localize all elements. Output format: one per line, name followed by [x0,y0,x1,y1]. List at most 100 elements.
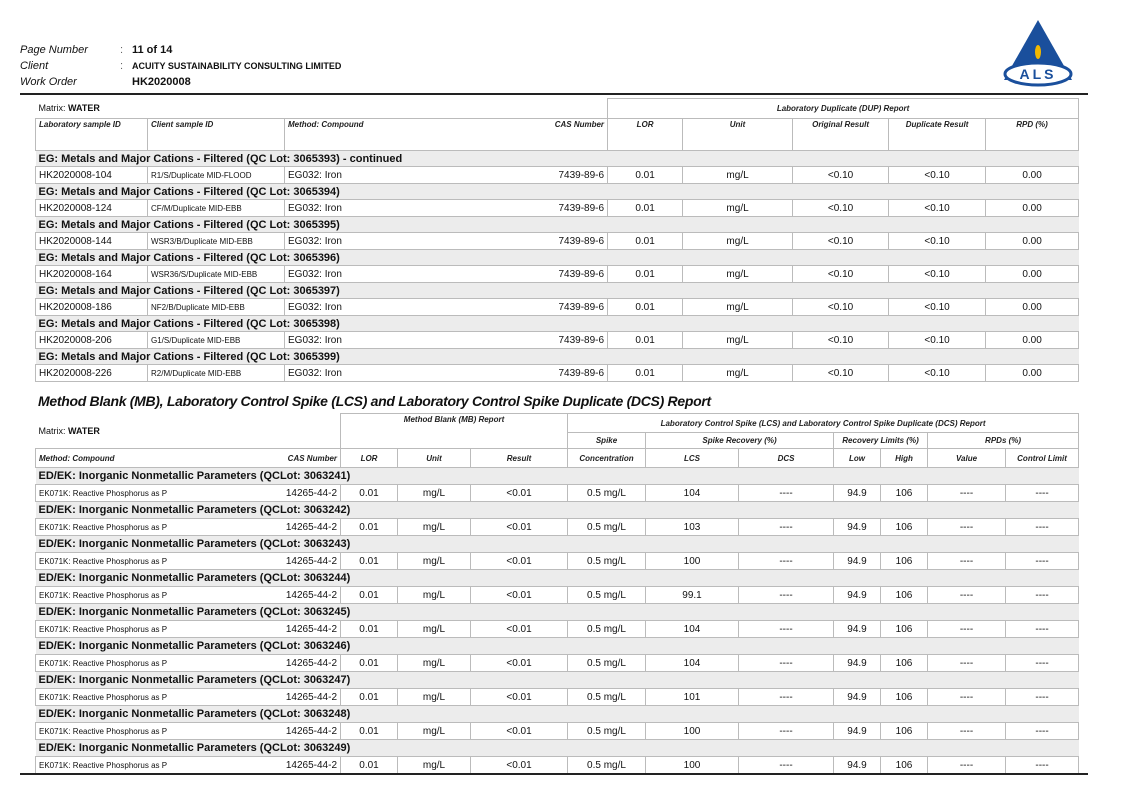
table-cell: 14265-44-2 [266,688,342,706]
column-header: Concentration [567,448,647,468]
table-cell: <0.10 [792,298,890,316]
qc-lot-group-row: ED/EK: Inorganic Nonmetallic Parameters … [35,637,1079,655]
column-header: Original Result [792,118,890,151]
table-cell: EG032: Iron [284,331,421,349]
column-header: RPD (%) [985,118,1080,151]
table-cell: 94.9 [833,620,882,638]
table-row: HK2020008-104 R1/S/Duplicate MID-FLOOD EG0… [35,166,1080,184]
qc-lot-group-row: EG: Metals and Major Cations - Filtered … [35,183,1079,200]
column-header: CAS Number [266,448,342,468]
table-cell: 106 [880,722,929,740]
table-cell: ---- [927,518,1007,536]
table-cell: EK071K: Reactive Phosphorus as P [35,654,267,672]
table-cell: WSR36/S/Duplicate MID-EBB [147,265,285,283]
table-cell: EK071K: Reactive Phosphorus as P [35,552,267,570]
table-cell: mg/L [682,298,794,316]
table-cell: G1/S/Duplicate MID-EBB [147,331,285,349]
rpds-header: RPDs (%) [927,432,1080,449]
qc-lot-group-row: ED/EK: Inorganic Nonmetallic Parameters … [35,603,1079,621]
table-cell: mg/L [397,586,472,604]
table-cell: 0.00 [985,265,1080,283]
qc-lot-title: ED/EK: Inorganic Nonmetallic Parameters … [35,535,1079,553]
table-cell: EK071K: Reactive Phosphorus as P [35,484,267,502]
table-cell: mg/L [397,518,472,536]
table-cell: <0.10 [792,331,890,349]
table-cell: 0.5 mg/L [567,552,647,570]
table-cell: WSR3/B/Duplicate MID-EBB [147,232,285,250]
table-cell: 0.00 [985,331,1080,349]
table-cell: EK071K: Reactive Phosphorus as P [35,688,267,706]
table-cell: 0.00 [985,364,1080,382]
table-cell: 0.01 [340,620,399,638]
table-cell: 0.01 [607,166,684,184]
table-cell: EG032: Iron [284,199,421,217]
table-cell: EG032: Iron [284,364,421,382]
table-cell: mg/L [682,331,794,349]
table-row: EK071K: Reactive Phosphorus as P 14265-44… [35,484,1080,502]
table-row: EK071K: Reactive Phosphorus as P 14265-44… [35,722,1080,740]
table-cell: 0.5 mg/L [567,688,647,706]
table-cell: 0.01 [340,518,399,536]
header-divider [20,93,1088,95]
table-cell: 14265-44-2 [266,484,342,502]
table-cell: <0.10 [792,364,890,382]
table-cell: <0.10 [888,232,987,250]
table-cell: 104 [645,620,740,638]
qc-lot-group-row: EG: Metals and Major Cations - Filtered … [35,315,1079,332]
table-cell: 100 [645,722,740,740]
table-cell: ---- [1005,586,1080,604]
qc-lot-title: EG: Metals and Major Cations - Filtered … [35,282,1079,299]
table-cell: <0.10 [888,265,987,283]
section-title: Method Blank (MB), Laboratory Control Sp… [38,393,711,409]
table-cell: ---- [738,620,835,638]
dup-report-title: Laboratory Duplicate (DUP) Report [607,98,1080,119]
table-cell: ---- [738,688,835,706]
table-row: EK071K: Reactive Phosphorus as P 14265-44… [35,756,1080,774]
table-row: EK071K: Reactive Phosphorus as P 14265-44… [35,654,1080,672]
table-cell: 7439-89-6 [420,265,609,283]
table-cell: 94.9 [833,688,882,706]
table-cell: ---- [1005,756,1080,774]
table-cell: HK2020008-186 [35,298,148,316]
table-cell: 0.01 [340,722,399,740]
table-cell: 14265-44-2 [266,552,342,570]
table-cell: <0.01 [470,552,569,570]
table-cell: EG032: Iron [284,166,421,184]
table-cell: 7439-89-6 [420,364,609,382]
qc-lot-group-row: EG: Metals and Major Cations - Filtered … [35,348,1079,365]
recovery-limits-header: Recovery Limits (%) [833,432,929,449]
table-cell: mg/L [397,620,472,638]
qc-lot-title: ED/EK: Inorganic Nonmetallic Parameters … [35,467,1079,485]
qc-lot-group-row: ED/EK: Inorganic Nonmetallic Parameters … [35,501,1079,519]
qc-lot-group-row: ED/EK: Inorganic Nonmetallic Parameters … [35,671,1079,689]
table-cell: 94.9 [833,484,882,502]
table-cell: NF2/B/Duplicate MID-EBB [147,298,285,316]
table-cell: 104 [645,484,740,502]
table-cell: EG032: Iron [284,298,421,316]
table-cell: 106 [880,518,929,536]
table-cell: 0.00 [985,199,1080,217]
work-order: HK2020008 [132,76,191,88]
column-header: Low [833,448,882,468]
matrix-label-2: Matrix: [38,425,66,436]
table-cell: EG032: Iron [284,265,421,283]
table-cell: ---- [927,552,1007,570]
table-cell: 0.01 [340,688,399,706]
table-cell: mg/L [397,688,472,706]
qc-lot-group-row: EG: Metals and Major Cations - Filtered … [35,216,1079,233]
table-cell: 7439-89-6 [420,298,609,316]
table-cell: <0.10 [888,166,987,184]
column-header: DCS [738,448,835,468]
table-cell: 7439-89-6 [420,166,609,184]
table-cell: 14265-44-2 [266,586,342,604]
table-cell: ---- [1005,688,1080,706]
table-cell: <0.01 [470,722,569,740]
table-cell: ---- [1005,552,1080,570]
table-cell: 0.5 mg/L [567,756,647,774]
table-cell: 103 [645,518,740,536]
table-cell: 94.9 [833,654,882,672]
table-cell: ---- [1005,654,1080,672]
column-header: LCS [645,448,740,468]
column-header: Result [470,448,569,468]
table-cell: <0.10 [792,199,890,217]
